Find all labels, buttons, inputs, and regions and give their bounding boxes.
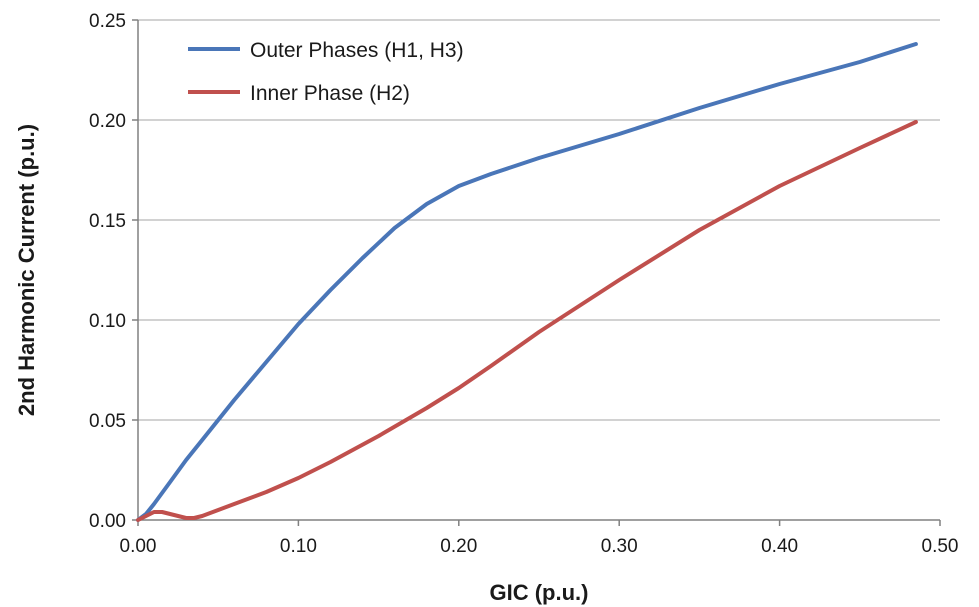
y-tick-label: 0.05 bbox=[89, 411, 126, 432]
gridlines bbox=[138, 19, 940, 421]
x-tick-label: 0.00 bbox=[120, 536, 157, 557]
legend-label-outer-phases: Outer Phases (H1, H3) bbox=[250, 39, 464, 62]
legend: Outer Phases (H1, H3) Inner Phase (H2) bbox=[188, 39, 464, 105]
x-tick-labels: 0.00 0.10 0.20 0.30 0.40 0.50 bbox=[120, 536, 959, 557]
y-axis-label: 2nd Harmonic Current (p.u.) bbox=[14, 124, 39, 416]
series-line-1 bbox=[136, 120, 918, 522]
series-line-0 bbox=[136, 42, 918, 522]
legend-label-inner-phase: Inner Phase (H2) bbox=[250, 82, 410, 105]
series-lines bbox=[136, 42, 918, 522]
y-tick-label: 0.10 bbox=[89, 311, 126, 332]
x-tick-label: 0.40 bbox=[761, 536, 798, 557]
y-tick-label: 0.25 bbox=[89, 11, 126, 32]
x-tick-label: 0.30 bbox=[601, 536, 638, 557]
x-tick-label: 0.10 bbox=[280, 536, 317, 557]
y-tick-labels: 0.00 0.05 0.10 0.15 0.20 0.25 bbox=[89, 11, 126, 532]
x-tick-label: 0.20 bbox=[440, 536, 477, 557]
y-tick-label: 0.15 bbox=[89, 211, 126, 232]
x-tick-label: 0.50 bbox=[922, 536, 959, 557]
y-tick-label: 0.00 bbox=[89, 511, 126, 532]
y-tick-label: 0.20 bbox=[89, 111, 126, 132]
x-axis-label: GIC (p.u.) bbox=[490, 580, 589, 605]
